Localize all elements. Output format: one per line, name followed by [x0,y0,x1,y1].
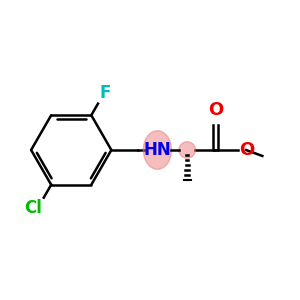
Ellipse shape [143,131,172,169]
Text: Cl: Cl [24,199,42,217]
Circle shape [179,142,196,158]
Text: O: O [208,101,223,119]
Text: HN: HN [144,141,171,159]
Text: O: O [239,141,254,159]
Text: F: F [100,84,111,102]
